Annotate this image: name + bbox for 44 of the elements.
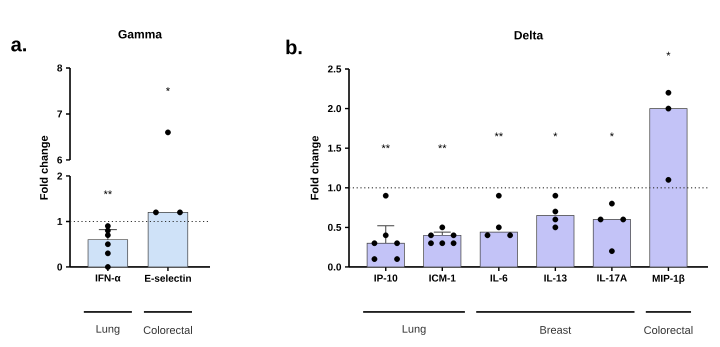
y-tick-label: 0: [57, 263, 62, 271]
x-tick-label: E-selectin: [145, 274, 191, 282]
text: b.: [286, 40, 302, 54]
text: Colorectal: [144, 326, 192, 334]
bar: [536, 215, 574, 268]
y-axis-title: Fold change: [40, 136, 50, 200]
annotation: *: [553, 132, 558, 136]
text: Lung: [402, 325, 426, 335]
x-tick-label: MIP-1β: [652, 274, 684, 284]
y-tick-label: 1.0: [328, 184, 342, 192]
bar: [480, 232, 518, 268]
x-tick-label: IL-13: [544, 274, 567, 282]
annotation: **: [494, 132, 503, 136]
annotation: *: [166, 87, 170, 92]
text: Lung: [96, 325, 120, 335]
y-tick-label: 8: [57, 64, 62, 72]
text: Colorectal: [644, 326, 692, 334]
text: Breast: [540, 326, 572, 334]
chart-title: Delta: [514, 30, 544, 40]
text: a.: [11, 40, 26, 52]
y-tick-label: 7: [57, 110, 62, 118]
bar: [649, 108, 688, 268]
text: *: [666, 52, 670, 56]
y-tick-label: 2: [57, 172, 62, 180]
x-tick-label: IL-17A: [597, 274, 627, 282]
y-tick-label: 0.0: [328, 263, 342, 271]
x-tick-label: IFN-α: [96, 274, 121, 282]
y-tick-label: 0.5: [328, 224, 342, 231]
y-tick-label: 6: [57, 156, 62, 164]
y-tick-label: 1.5: [328, 144, 342, 152]
x-tick-label: ICM-1: [429, 274, 456, 282]
y-tick-label: 1: [58, 218, 62, 225]
y-axis-title: Fold change: [310, 136, 321, 200]
annotation: *: [610, 132, 614, 136]
y-tick-label: 2.0: [328, 105, 342, 112]
x-tick-label: IP-10: [374, 274, 398, 282]
bar: [423, 234, 462, 268]
y-tick-label: 2.5: [328, 65, 342, 73]
annotation: **: [438, 144, 446, 148]
annotation: **: [104, 190, 112, 194]
bar: [592, 219, 631, 268]
annotation: **: [382, 144, 390, 148]
x-tick-label: IL-6: [490, 274, 508, 282]
chart-title: Gamma: [118, 30, 162, 38]
